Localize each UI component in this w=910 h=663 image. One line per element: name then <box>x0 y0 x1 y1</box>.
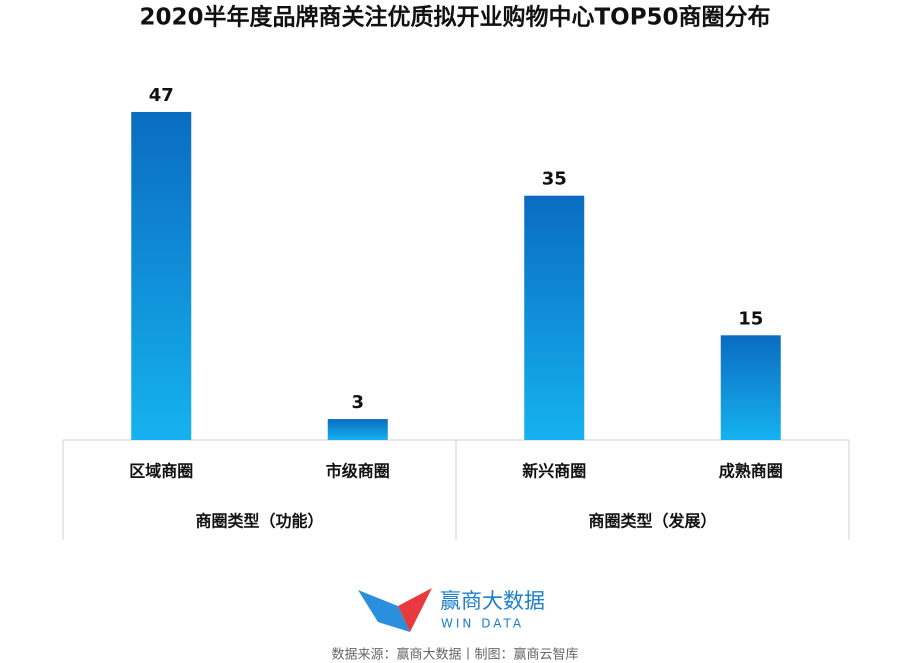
source: 数据来源：赢商大数据丨制图：赢商云智库 <box>331 647 578 663</box>
group-label: 商圈类型（发展） <box>588 512 716 531</box>
x-tick-label: 市级商圈 <box>326 462 390 481</box>
logo: 赢商大数据 WIN DATA <box>358 588 545 632</box>
bar <box>327 419 388 440</box>
bar <box>131 111 192 440</box>
x-tick-label: 区域商圈 <box>129 462 193 481</box>
logo-name: 赢商大数据 <box>440 589 545 613</box>
data-label: 47 <box>149 85 174 106</box>
data-label: 15 <box>738 308 763 329</box>
chart-title: 2020半年度品牌商关注优质拟开业购物中心TOP50商圈分布 <box>139 4 770 31</box>
logo-subtitle: WIN DATA <box>441 617 524 631</box>
data-label: 35 <box>542 169 567 190</box>
bar <box>720 335 781 440</box>
logo-shape <box>398 588 432 632</box>
group-label: 商圈类型（功能） <box>195 512 323 531</box>
x-tick-label: 成熟商圈 <box>719 462 783 481</box>
logo-shape <box>358 590 410 632</box>
bar <box>524 195 585 440</box>
data-label: 3 <box>351 392 364 413</box>
x-tick-label: 新兴商圈 <box>522 462 586 481</box>
